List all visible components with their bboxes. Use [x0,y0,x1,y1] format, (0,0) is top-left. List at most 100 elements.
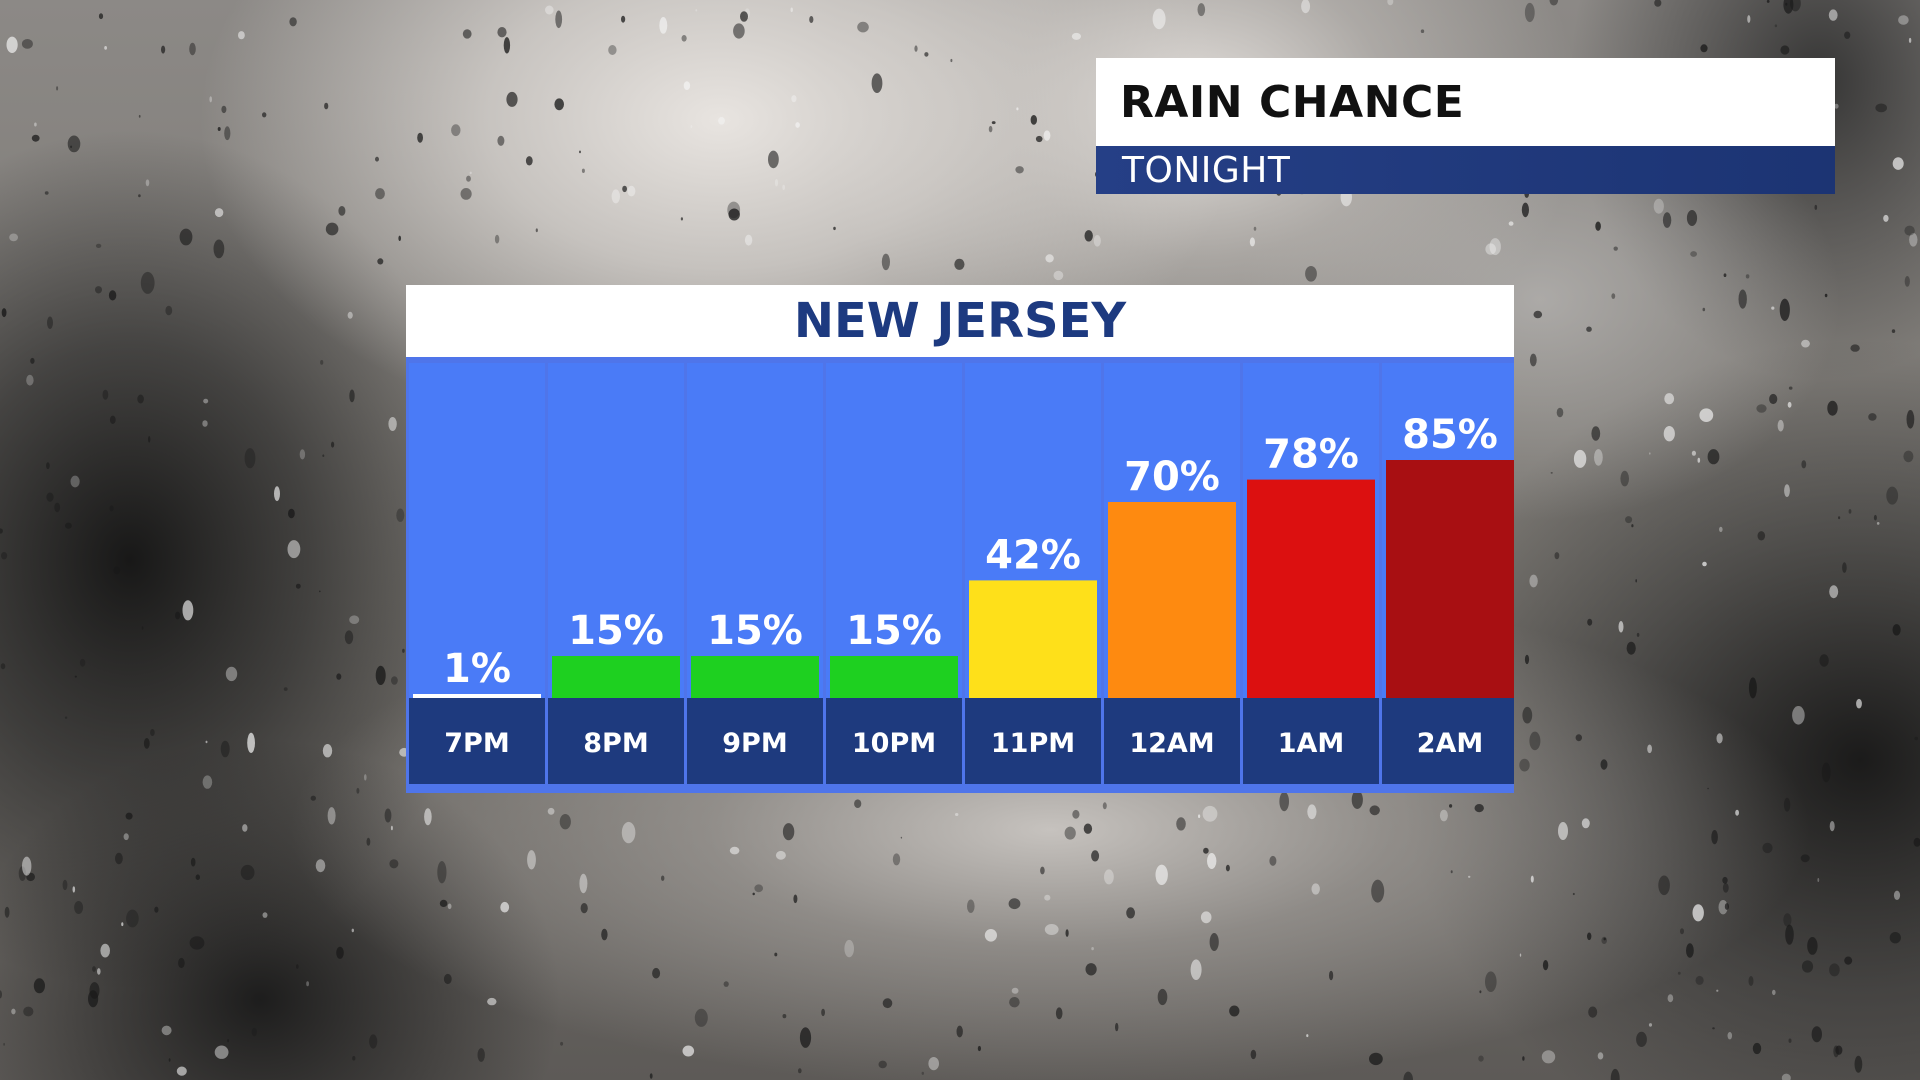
raindrop [611,189,620,204]
raindrop [1190,959,1202,980]
raindrop [1777,419,1784,432]
raindrop [319,590,321,593]
hour-label-strip [965,698,1101,784]
raindrop [1769,393,1778,405]
raindrop [1898,15,1909,25]
bar-10pm [830,656,958,698]
raindrop [1091,947,1094,951]
chart-title: NEW JERSEY [793,293,1127,349]
raindrop [1549,0,1559,6]
value-label: 1% [443,646,511,692]
raindrop [1016,107,1019,111]
raindrop [175,611,181,620]
raindrop [1757,531,1766,541]
raindrop [26,374,34,386]
raindrop [1735,809,1739,816]
raindrop [126,909,139,928]
raindrop [854,799,862,808]
raindrop [1722,876,1728,884]
column-background [409,363,545,698]
raindrop [1788,386,1793,390]
raindrop [1613,246,1618,251]
raindrop [1914,736,1918,741]
raindrop [74,901,84,914]
raindrop [1889,932,1901,944]
raindrop [9,233,18,242]
raindrop [1542,960,1549,971]
raindrop [109,505,114,512]
raindrop [104,46,107,50]
raindrop [189,42,196,56]
raindrop [774,952,778,957]
raindrop [1572,892,1575,896]
raindrop [56,86,59,91]
raindrop [238,31,245,40]
chart-title-box: NEW JERSEY [406,285,1514,357]
raindrop [1801,960,1814,973]
raindrop [1587,932,1592,941]
raindrop [1043,130,1051,141]
raindrop [1719,526,1723,533]
raindrop [1522,706,1533,724]
raindrop [1530,875,1534,883]
raindrop [1152,8,1166,30]
raindrop [1827,400,1838,416]
raindrop [1868,413,1877,421]
raindrop [1654,0,1662,7]
raindrop [462,29,472,39]
raindrop [1035,135,1043,143]
raindrop [102,389,109,400]
raindrop [1093,235,1101,247]
raindrop [336,673,342,680]
raindrop [500,901,510,913]
raindrop [881,253,891,271]
raindrop [774,179,779,187]
raindrop [1524,654,1530,665]
raindrop [579,150,581,154]
raindrop [140,271,155,294]
raindrop [621,15,626,23]
raindrop [1906,410,1915,429]
bar-2am [1386,460,1514,698]
raindrop [154,906,159,913]
raindrop [1712,1027,1715,1030]
raindrop [1893,890,1901,900]
raindrop [793,894,798,904]
raindrop [1485,971,1497,992]
raindrop [733,23,745,39]
raindrop [1886,486,1899,505]
raindrop [775,850,786,860]
raindrop [1848,509,1852,514]
raindrop [1626,641,1636,655]
raindrop [683,81,691,90]
raindrop [247,732,256,754]
raindrop [1065,929,1069,937]
raindrop [477,1048,485,1062]
raindrop [1819,654,1829,667]
raindrop [1766,0,1770,3]
raindrop [168,1058,171,1062]
raindrop [1821,762,1831,783]
raindrop [1774,24,1778,28]
raindrop [460,188,472,200]
raindrop [109,415,116,424]
raindrop [1829,963,1840,977]
raindrop [1856,698,1862,709]
raindrop [349,615,360,624]
raindrop [1716,989,1719,992]
raindrop [955,813,959,816]
raindrop [366,837,371,846]
raindrop [1702,561,1707,567]
raindrop [1801,460,1807,469]
raindrop [559,814,571,830]
raindrop [1904,225,1915,236]
raindrop [1891,329,1896,333]
hour-label: 1AM [1278,728,1345,759]
raindrop [95,286,102,294]
raindrop [262,112,267,118]
raindrop [1636,632,1640,637]
raindrop [1781,1073,1791,1080]
raindrop [161,1025,172,1036]
raindrop [447,903,452,910]
raindrop [70,475,80,488]
